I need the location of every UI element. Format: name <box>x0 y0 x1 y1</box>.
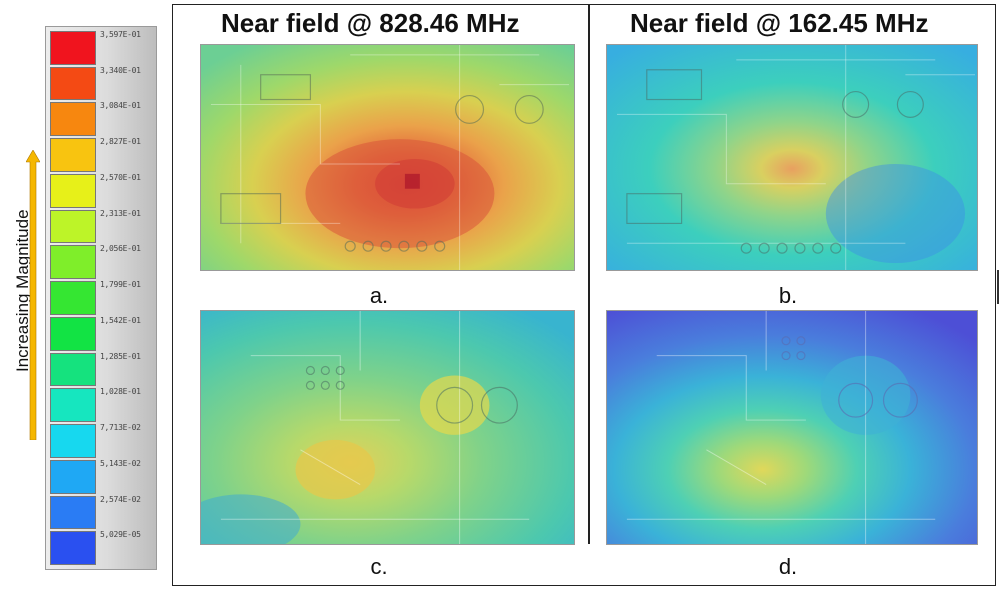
increasing-magnitude-arrow-icon <box>26 150 40 440</box>
legend-value: 2,570E-01 <box>100 172 141 182</box>
heatmap-a-image <box>201 45 574 270</box>
legend-swatch <box>50 495 96 530</box>
legend-value: 5,143E-02 <box>100 458 141 468</box>
legend-row: 5,029E-05 <box>50 530 156 566</box>
caption-panel-a: a. <box>369 283 389 308</box>
legend-row: 3,084E-01 <box>50 101 156 137</box>
heatmap-panel-b <box>606 44 978 271</box>
legend-swatch <box>50 31 96 65</box>
legend-value: 2,313E-01 <box>100 208 141 218</box>
legend-value: 3,340E-01 <box>100 65 141 75</box>
legend-value: 5,029E-05 <box>100 530 141 540</box>
legend-swatch <box>50 138 96 172</box>
color-scale-rows: 3,597E-01 3,340E-01 3,084E-01 2,827E-01 2,57… <box>50 30 156 566</box>
legend-value: 7,713E-02 <box>100 423 141 433</box>
legend-row: 2,056E-01 <box>50 244 156 280</box>
edge-mark <box>997 270 999 304</box>
legend-value: 2,827E-01 <box>100 137 141 147</box>
legend-swatch <box>50 424 96 458</box>
legend-row: 3,597E-01 <box>50 30 156 66</box>
heatmap-b-image <box>607 45 977 270</box>
legend-swatch <box>50 281 96 315</box>
legend-value: 2,056E-01 <box>100 244 141 254</box>
legend-value: 1,799E-01 <box>100 280 141 290</box>
legend-swatch <box>50 531 96 566</box>
caption-panel-d: d. <box>778 554 798 579</box>
legend-row: 1,799E-01 <box>50 280 156 316</box>
heatmap-panel-d <box>606 310 978 545</box>
legend-row: 2,827E-01 <box>50 137 156 173</box>
legend-value: 3,084E-01 <box>100 101 141 111</box>
legend-row: 7,713E-02 <box>50 423 156 459</box>
legend-row: 3,340E-01 <box>50 66 156 102</box>
title-near-field-828: Near field @ 828.46 MHz <box>221 8 520 38</box>
legend-swatch <box>50 459 96 494</box>
caption-panel-c: c. <box>370 554 388 579</box>
caption-panel-b: b. <box>778 283 798 308</box>
figure-frame <box>172 4 996 586</box>
heatmap-panel-c <box>200 310 575 545</box>
title-near-field-162: Near field @ 162.45 MHz <box>630 8 929 38</box>
legend-row: 2,574E-02 <box>50 495 156 531</box>
legend-value: 1,028E-01 <box>100 387 141 397</box>
legend-row: 1,542E-01 <box>50 316 156 352</box>
legend-swatch <box>50 209 96 244</box>
legend-row: 2,313E-01 <box>50 209 156 245</box>
column-divider <box>588 4 590 544</box>
legend-swatch <box>50 245 96 280</box>
legend-row: 1,028E-01 <box>50 387 156 423</box>
legend-row: 2,570E-01 <box>50 173 156 209</box>
legend-value: 3,597E-01 <box>100 30 141 39</box>
legend-swatch <box>50 388 96 423</box>
heatmap-panel-a <box>200 44 575 271</box>
legend-swatch <box>50 102 96 137</box>
legend-swatch <box>50 66 96 101</box>
legend-swatch <box>50 173 96 208</box>
legend-value: 1,285E-01 <box>100 351 141 361</box>
heatmap-d-image <box>607 311 977 544</box>
legend-value: 2,574E-02 <box>100 494 141 504</box>
legend-swatch <box>50 316 96 351</box>
color-scale-legend: 3,597E-01 3,340E-01 3,084E-01 2,827E-01 2,57… <box>45 26 157 570</box>
heatmap-c-image <box>201 311 574 544</box>
legend-row: 1,285E-01 <box>50 352 156 388</box>
legend-value: 1,542E-01 <box>100 315 141 325</box>
legend-swatch <box>50 352 96 387</box>
legend-row: 5,143E-02 <box>50 459 156 495</box>
